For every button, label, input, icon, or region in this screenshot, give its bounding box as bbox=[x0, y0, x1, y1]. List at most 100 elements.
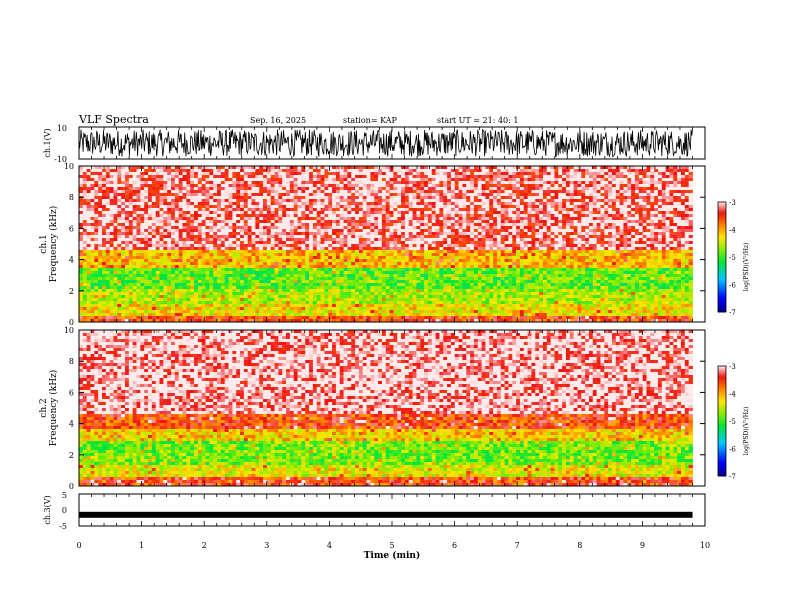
spectrogram-cell bbox=[631, 250, 636, 254]
spectrogram-cell bbox=[447, 172, 452, 176]
spectrogram-cell bbox=[339, 178, 344, 182]
spectrogram-cell bbox=[194, 214, 199, 218]
spectrogram-cell bbox=[539, 244, 544, 248]
spectrogram-cell bbox=[669, 220, 674, 224]
spectrogram-cell bbox=[638, 190, 644, 194]
spectrogram-cell bbox=[144, 205, 149, 209]
spectrogram-cell bbox=[470, 181, 475, 185]
spectrogram-cell bbox=[592, 190, 598, 194]
spectrogram-cell bbox=[569, 238, 575, 242]
spectrogram-cell bbox=[362, 247, 367, 251]
spectrogram-cell bbox=[309, 208, 314, 212]
spectrogram-cell bbox=[328, 223, 333, 227]
spectrogram-cell bbox=[493, 202, 498, 206]
spectrogram-cell bbox=[542, 253, 548, 257]
spectrogram-cell bbox=[485, 229, 490, 233]
spectrogram-cell bbox=[324, 235, 329, 239]
spectrogram-cell bbox=[286, 235, 291, 239]
spectrogram-cell bbox=[427, 199, 433, 203]
spectrogram-cell bbox=[431, 217, 436, 221]
spectrogram-cell bbox=[205, 250, 210, 254]
spectrogram-cell bbox=[634, 208, 640, 212]
spectrogram-cell bbox=[401, 172, 406, 176]
spectrogram-cell bbox=[600, 193, 605, 197]
spectrogram-cell bbox=[673, 211, 678, 215]
spectrogram-cell bbox=[155, 229, 160, 233]
spectrogram-cell bbox=[155, 184, 160, 188]
spectrogram-cell bbox=[669, 208, 674, 212]
spectrogram-cell bbox=[144, 244, 149, 248]
spectrogram-cell bbox=[608, 226, 613, 230]
spectrogram-cell bbox=[332, 172, 337, 176]
spectrogram-cell bbox=[450, 196, 456, 200]
spectrogram-cell bbox=[328, 172, 333, 176]
spectrogram-cell bbox=[431, 226, 436, 230]
spectrogram-cell bbox=[163, 166, 168, 170]
spectrogram-cell bbox=[243, 232, 249, 236]
spectrogram-cell bbox=[82, 205, 88, 209]
spectrogram-cell bbox=[673, 196, 678, 200]
spectrogram-cell bbox=[297, 184, 302, 188]
spectrogram-cell bbox=[508, 241, 513, 245]
spectrogram-cell bbox=[190, 178, 195, 182]
spectrogram-cell bbox=[592, 211, 598, 215]
spectrogram-cell bbox=[688, 169, 693, 173]
spectrogram-cell bbox=[642, 211, 647, 215]
spectrogram-cell bbox=[144, 226, 149, 230]
spectrogram-cell bbox=[343, 178, 348, 182]
spectrogram-cell bbox=[669, 250, 674, 254]
spectrogram-cell bbox=[82, 220, 88, 224]
spectrogram-cell bbox=[316, 223, 321, 227]
spectrogram-cell bbox=[554, 241, 559, 245]
spectrogram-cell bbox=[109, 205, 114, 209]
spectrogram-cell bbox=[328, 193, 333, 197]
spectrogram-cell bbox=[592, 253, 598, 257]
spectrogram-cell bbox=[443, 235, 448, 239]
spectrogram-cell bbox=[247, 187, 252, 191]
spectrogram-cell bbox=[278, 172, 283, 176]
spectrogram-cell bbox=[109, 223, 114, 227]
spectrogram-cell bbox=[312, 208, 318, 212]
spectrogram-cell bbox=[634, 229, 640, 233]
spectrogram-cell bbox=[562, 199, 567, 203]
spectrogram-cell bbox=[167, 199, 172, 203]
spectrogram-cell bbox=[611, 250, 617, 254]
spectrogram-cell bbox=[335, 187, 341, 191]
spectrogram-cell bbox=[665, 244, 670, 248]
spectrogram-cell bbox=[228, 247, 233, 251]
spectrogram-cell bbox=[366, 223, 371, 227]
spectrogram-cell bbox=[236, 205, 241, 209]
spectrogram-cell bbox=[132, 187, 137, 191]
spectrogram-cell bbox=[351, 184, 356, 188]
spectrogram-cell bbox=[439, 223, 444, 227]
spectrogram-cell bbox=[665, 208, 670, 212]
spectrogram-cell bbox=[604, 205, 609, 209]
spectrogram-cell bbox=[554, 193, 559, 197]
spectrogram-cell bbox=[500, 187, 505, 191]
spectrogram-cell bbox=[657, 190, 663, 194]
spectrogram-cell bbox=[527, 211, 532, 215]
spectrogram-cell bbox=[347, 178, 352, 182]
figure-title: VLF Spectra bbox=[78, 113, 149, 126]
spectrogram-cell bbox=[431, 211, 436, 215]
spectrogram-cell bbox=[86, 202, 91, 206]
spectrogram-cell bbox=[604, 214, 609, 218]
spectrogram-cell bbox=[374, 178, 379, 182]
spectrogram-cell bbox=[627, 253, 632, 257]
spectrogram-cell bbox=[171, 205, 176, 209]
spectrogram-cell bbox=[493, 232, 498, 236]
spectrogram-cell bbox=[565, 223, 571, 227]
spectrogram-cell bbox=[105, 247, 111, 251]
spectrogram-cell bbox=[297, 220, 302, 224]
spectrogram-cell bbox=[355, 166, 360, 170]
spectrogram-cell bbox=[109, 244, 114, 248]
spectrogram-cell bbox=[401, 187, 406, 191]
spectrogram-cell bbox=[473, 184, 479, 188]
spectrogram-cell bbox=[600, 169, 605, 173]
spectrogram-cell bbox=[627, 217, 632, 221]
spectrogram-cell bbox=[646, 250, 651, 254]
spectrogram-cell bbox=[661, 226, 667, 230]
spectrogram-cell bbox=[136, 256, 141, 260]
spectrogram-cell bbox=[535, 247, 540, 251]
spectrogram-cell bbox=[454, 208, 459, 212]
